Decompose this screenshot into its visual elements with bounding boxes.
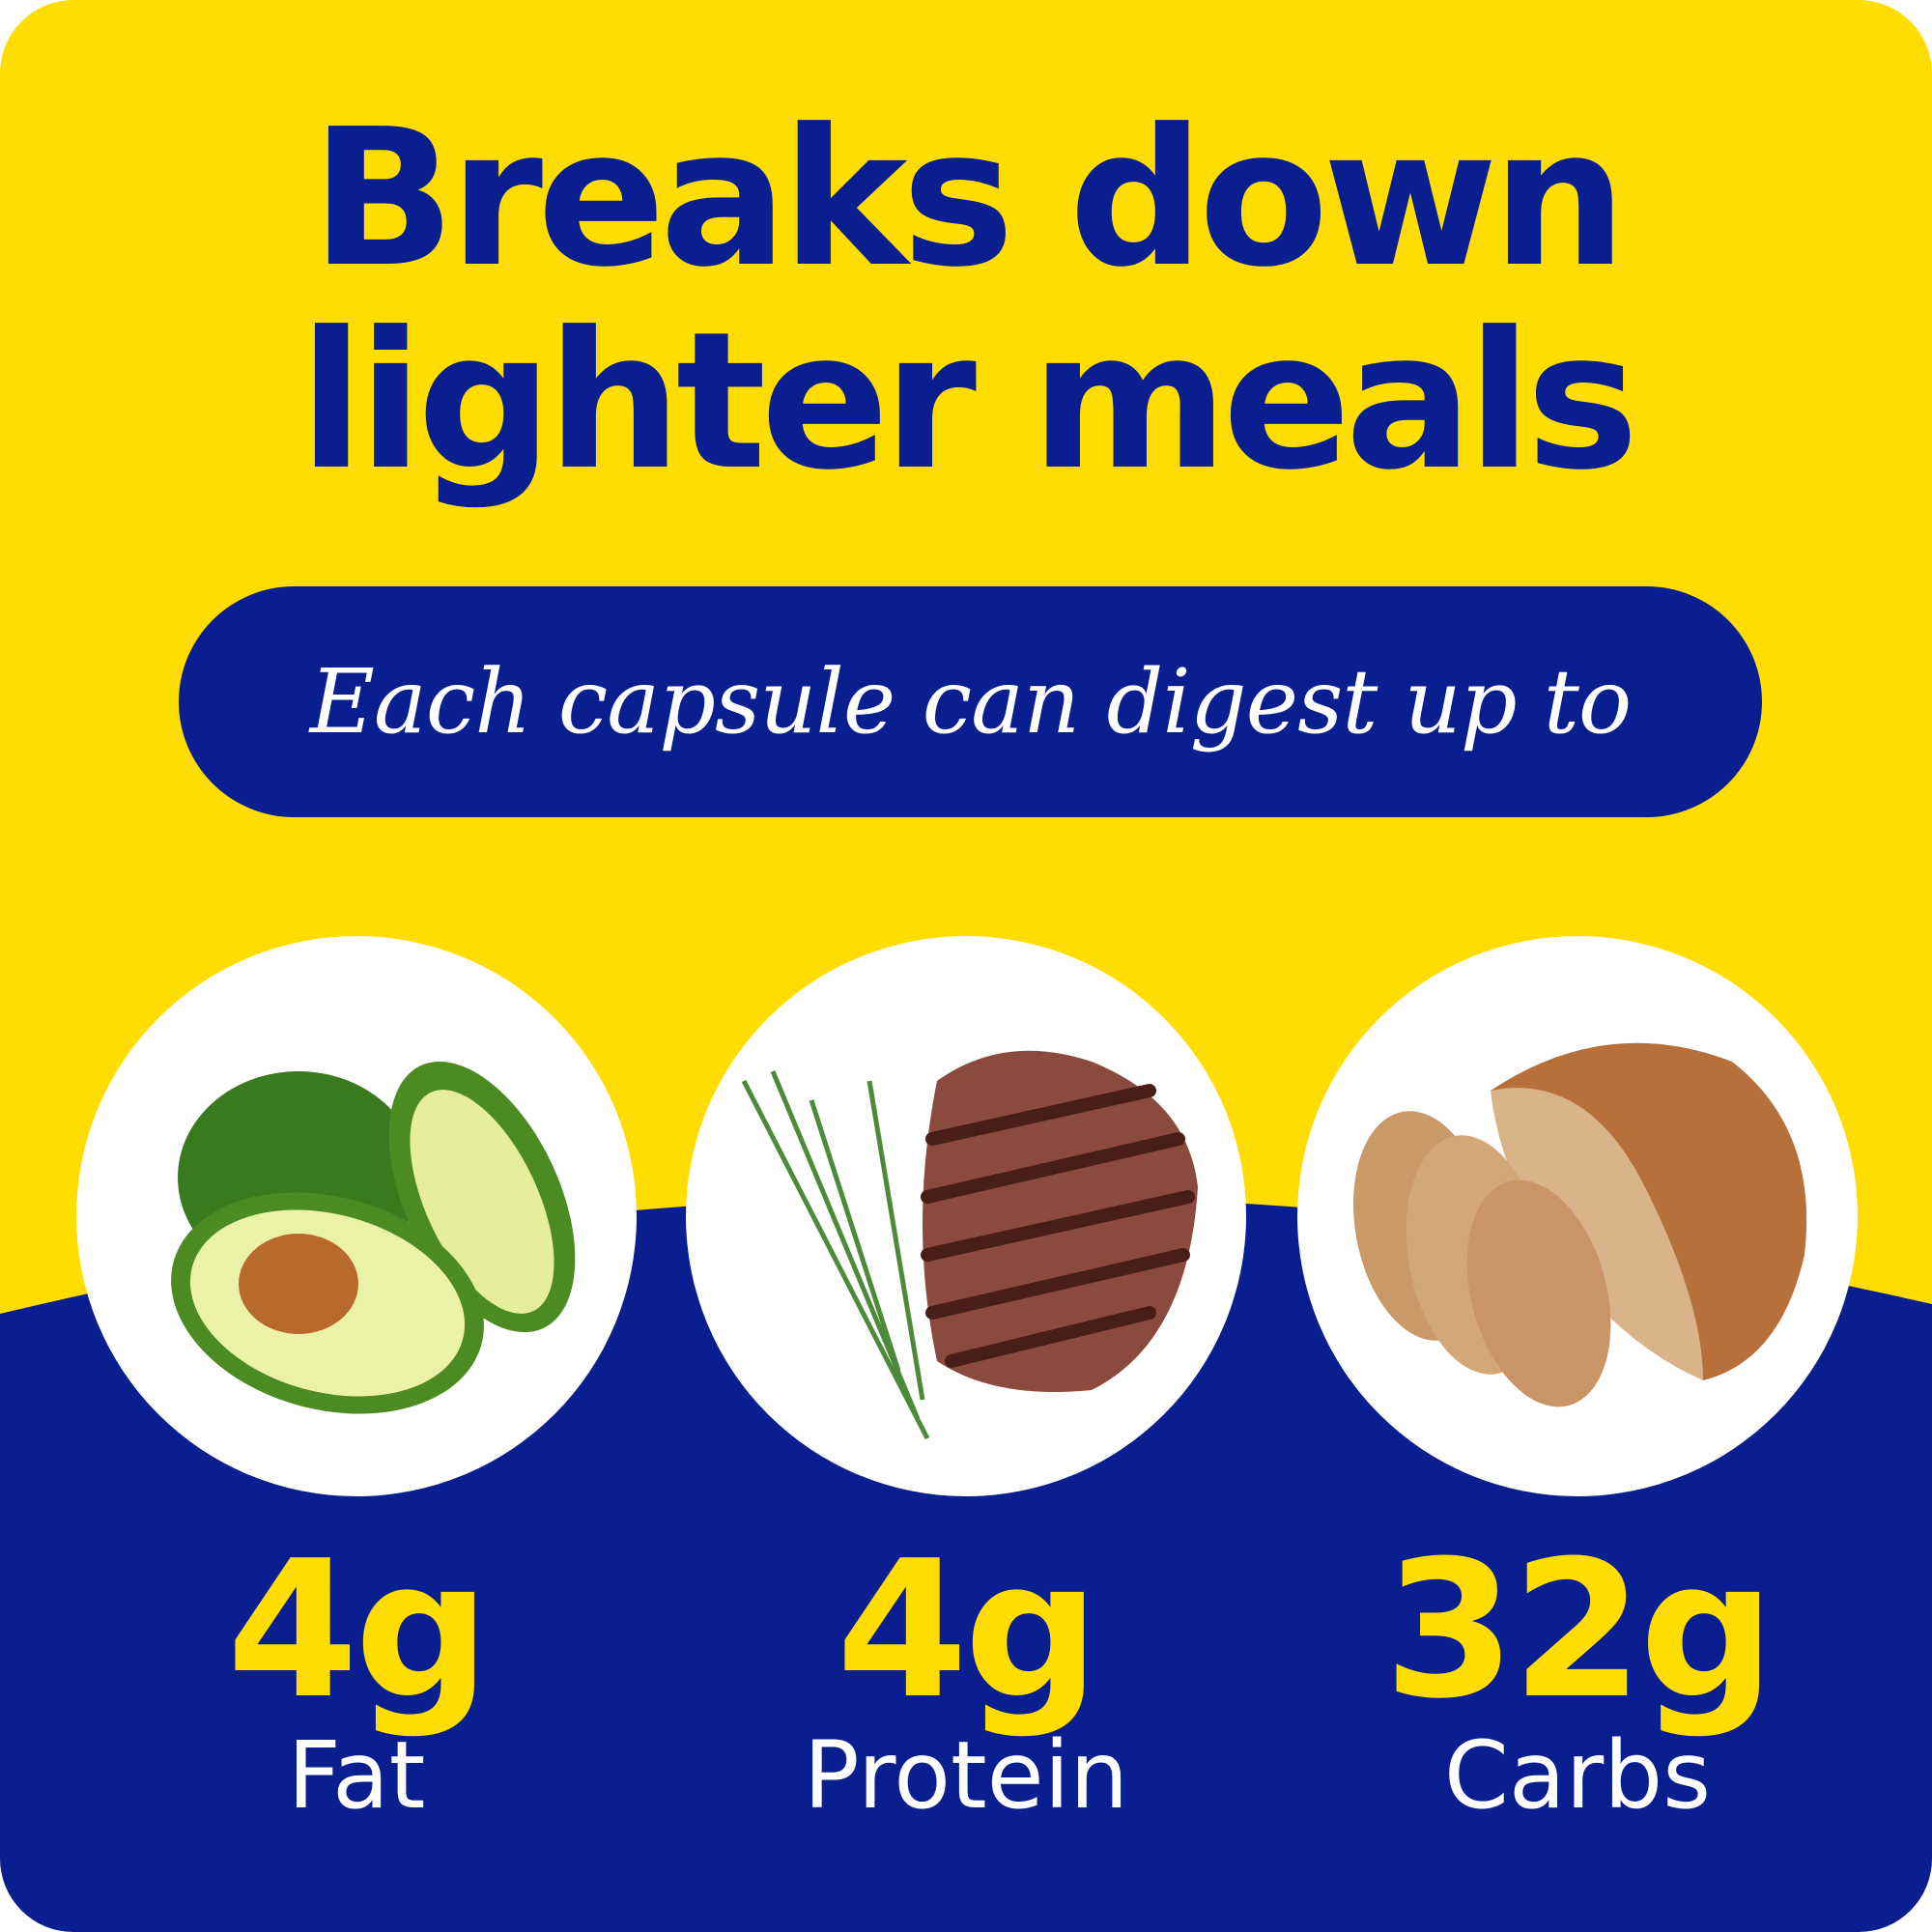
subtitle-text: Each capsule can digest up to: [309, 650, 1633, 753]
bread-circle: [1297, 936, 1858, 1496]
headline-line-1: Breaks down: [310, 89, 1627, 309]
steak-icon: [741, 1050, 1198, 1440]
fat-label: Fat: [287, 1721, 426, 1830]
carbs-label: Carbs: [1443, 1721, 1712, 1830]
headline-line-2: lighter meals: [298, 292, 1639, 512]
avocado-icon: [171, 1061, 576, 1414]
fat-amount: 4g: [226, 1520, 491, 1741]
protein-label: Protein: [803, 1721, 1129, 1830]
steak-circle: [686, 936, 1246, 1496]
bread-icon: [1352, 1042, 1807, 1407]
subtitle-pill: Each capsule can digest up to: [179, 586, 1762, 817]
avocado-circle: [76, 936, 637, 1496]
protein-amount: 4g: [836, 1520, 1100, 1741]
carbs-amount: 32g: [1383, 1520, 1775, 1741]
